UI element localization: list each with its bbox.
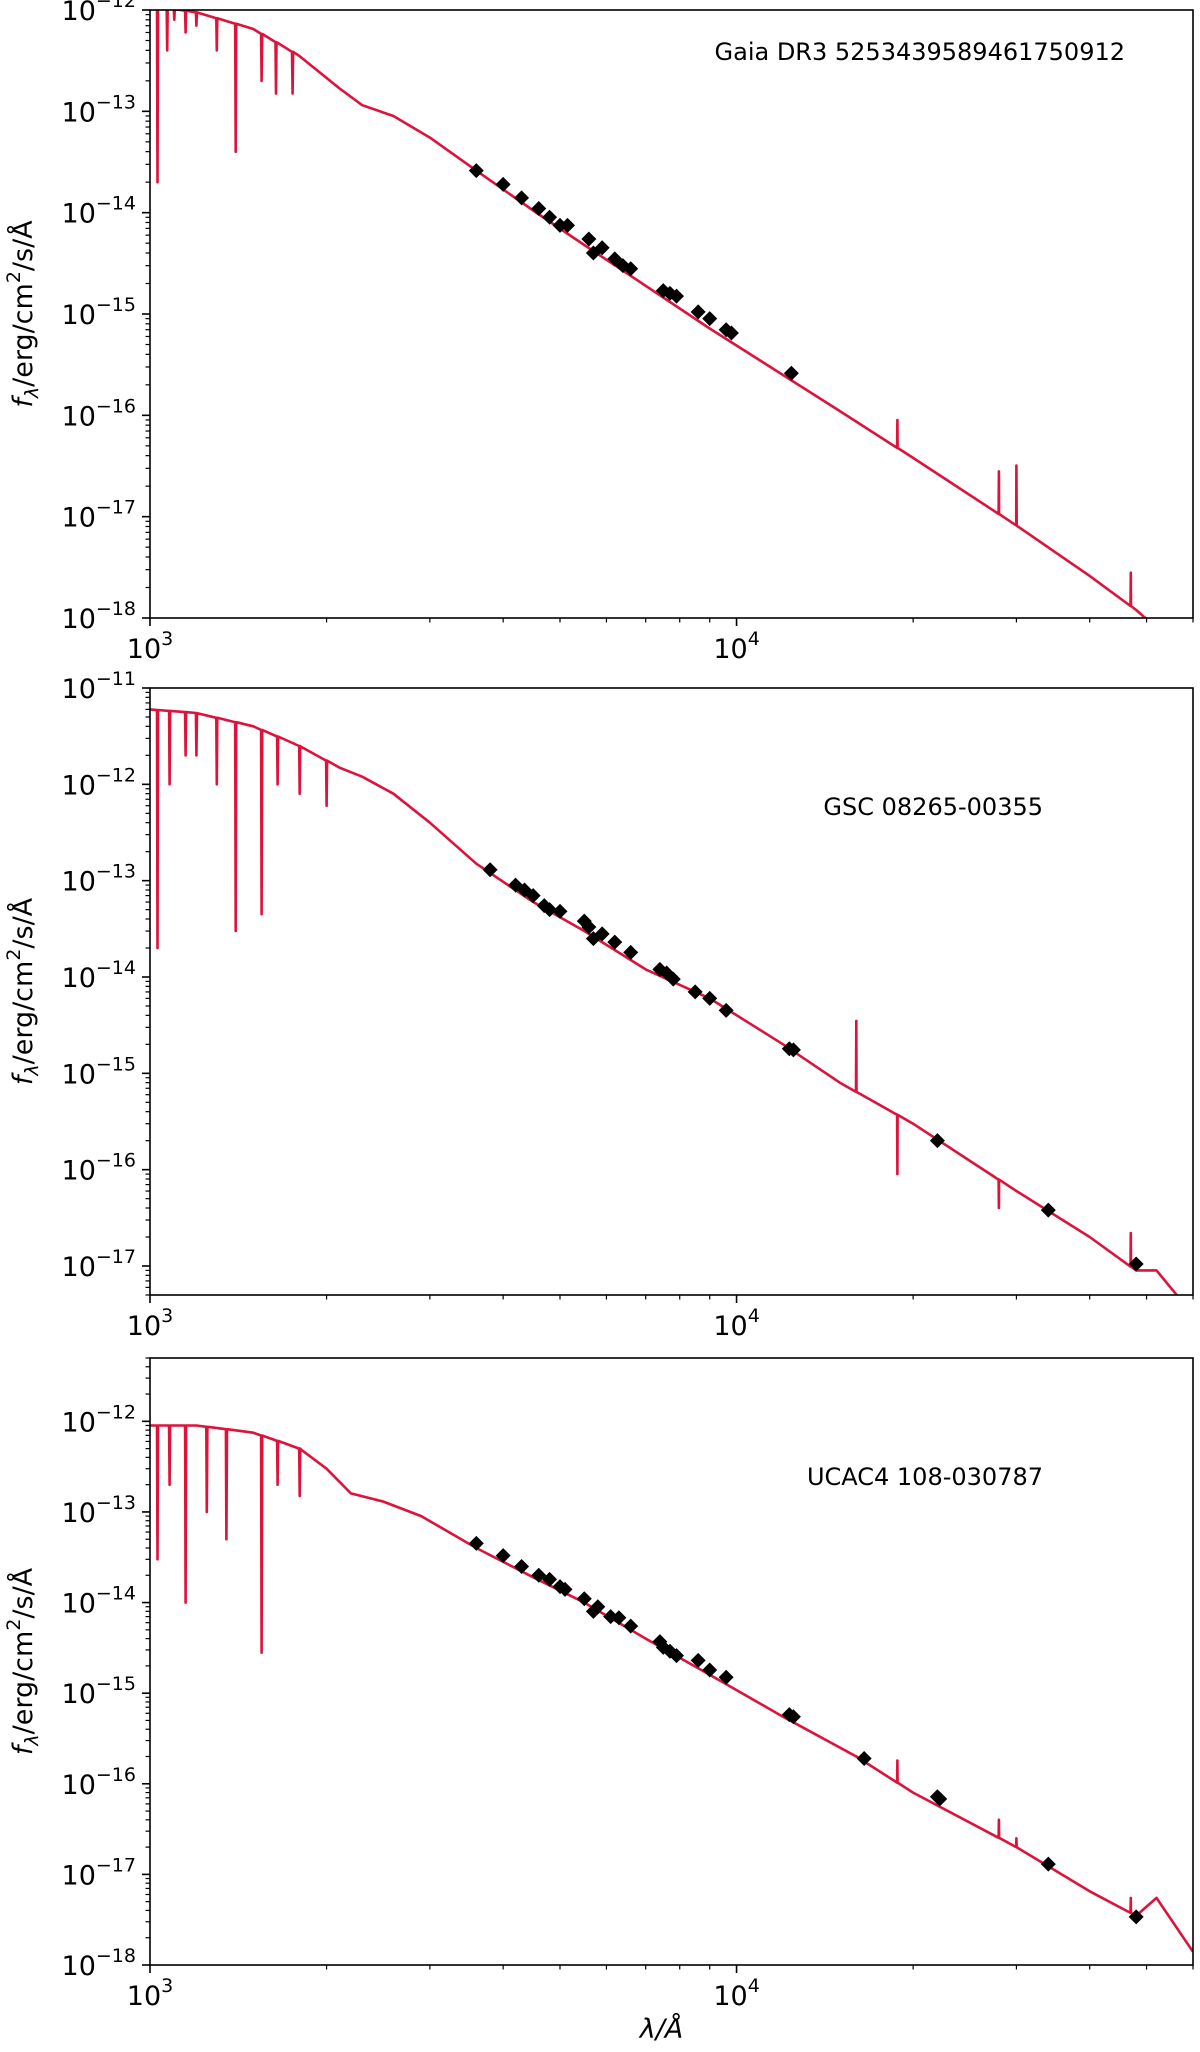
photometry-point — [783, 365, 799, 381]
photometry-point — [594, 240, 610, 256]
photometry-point — [531, 200, 547, 216]
y-tick-label: 10−11 — [62, 668, 136, 705]
photometry-point — [557, 1581, 573, 1597]
photometry-point — [611, 1610, 627, 1626]
y-tick-label: 10−14 — [62, 957, 136, 994]
y-axis-label: fλ/erg/cm2/s/Å — [3, 220, 43, 408]
x-tick-label: 104 — [713, 1305, 759, 1342]
photometry-point — [594, 926, 610, 942]
photometry-point — [856, 1751, 872, 1767]
photometry-point — [581, 231, 597, 247]
photometry-point — [785, 1042, 801, 1058]
photometry-point — [932, 1791, 948, 1807]
photometry-point — [1128, 1256, 1144, 1272]
photometry-point — [482, 862, 498, 878]
y-tick-label: 10−14 — [62, 193, 136, 230]
panel-2: 10−11 10−12 10−13 10−14 10−15 10−16 10−17 103 10… — [3, 668, 1194, 1342]
photometry-point — [495, 176, 511, 192]
y-tick-label: 10−18 — [62, 598, 136, 635]
x-tick-label: 103 — [127, 1975, 173, 2012]
photometry-point — [590, 1599, 606, 1615]
star-name: Gaia DR3 5253439589461750912 — [715, 38, 1125, 66]
photometry-point — [495, 1548, 511, 1564]
star-name: UCAC4 108-030787 — [807, 1463, 1043, 1491]
photometry-point — [542, 209, 558, 225]
photometry-point — [623, 944, 639, 960]
photometry-point — [1040, 1856, 1056, 1872]
photometry-point — [702, 990, 718, 1006]
photometry-point — [514, 1558, 530, 1574]
y-tick-label: 10−15 — [62, 294, 136, 331]
photometry-point — [1128, 1909, 1144, 1925]
y-tick-label: 10−16 — [62, 395, 136, 432]
y-tick-label: 10−16 — [62, 1150, 136, 1187]
y-tick-label: 10−18 — [62, 1945, 136, 1982]
y-tick-label: 10−14 — [62, 1583, 136, 1620]
model-spectrum-line — [150, 708, 1179, 1295]
photometry-point — [514, 190, 530, 206]
model-spectrum-line — [150, 1424, 1193, 1953]
y-tick-label: 10−13 — [62, 861, 136, 898]
photometry-point — [576, 1591, 592, 1607]
y-tick-label: 10−17 — [62, 1854, 136, 1891]
photometry-point — [687, 984, 703, 1000]
photometry-point — [702, 311, 718, 327]
x-tick-label: 104 — [713, 628, 759, 665]
x-tick-label: 103 — [127, 1305, 173, 1342]
photometry-point — [468, 1535, 484, 1551]
model-spectrum-line — [155, 10, 1148, 618]
star-name: GSC 08265-00355 — [823, 793, 1043, 821]
photometry-point — [723, 325, 739, 341]
photometry-point — [560, 217, 576, 233]
photometry-point — [1040, 1202, 1056, 1218]
axes-frame — [149, 9, 1194, 619]
photometry-point — [607, 934, 623, 950]
photometry-point — [669, 1648, 685, 1664]
photometry-point — [690, 1652, 706, 1668]
photometry-point — [623, 1618, 639, 1634]
axes-frame — [149, 1357, 1194, 1966]
photometry-point — [690, 304, 706, 320]
photometry-point — [542, 1571, 558, 1587]
photometry-point — [669, 288, 685, 304]
y-tick-label: 10−12 — [62, 1401, 136, 1438]
y-tick-label: 10−12 — [62, 0, 136, 27]
photometry-point — [665, 971, 681, 987]
y-tick-label: 10−17 — [62, 497, 136, 534]
x-axis-label: λ/Å — [638, 2013, 684, 2045]
y-tick-label: 10−16 — [62, 1764, 136, 1801]
photometry-point — [785, 1709, 801, 1725]
y-axis-label: fλ/erg/cm2/s/Å — [3, 897, 43, 1085]
photometry-point — [581, 919, 597, 935]
y-tick-label: 10−17 — [62, 1246, 136, 1283]
photometry-point — [542, 902, 558, 918]
x-tick-label: 103 — [127, 628, 173, 665]
y-tick-label: 10−15 — [62, 1673, 136, 1710]
photometry-point — [718, 1002, 734, 1018]
photometry-point — [623, 261, 639, 277]
y-tick-label: 10−13 — [62, 91, 136, 128]
y-axis-label: fλ/erg/cm2/s/Å — [3, 1567, 43, 1755]
photometry-point — [702, 1662, 718, 1678]
photometry-point — [552, 903, 568, 919]
photometry-point — [468, 163, 484, 179]
y-tick-label: 10−12 — [62, 764, 136, 801]
photometry-point — [525, 888, 541, 904]
photometry-point — [718, 1669, 734, 1685]
y-tick-label: 10−13 — [62, 1492, 136, 1529]
photometry-point — [552, 217, 568, 233]
y-tick-label: 10−15 — [62, 1053, 136, 1090]
photometry-point — [929, 1133, 945, 1149]
x-tick-label: 104 — [713, 1975, 759, 2012]
